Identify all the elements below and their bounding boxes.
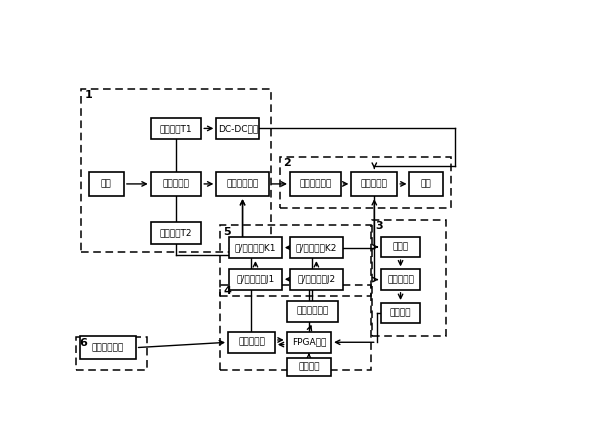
FancyBboxPatch shape [381, 237, 420, 257]
Text: 1: 1 [85, 90, 93, 100]
Text: 光/电转换器K2: 光/电转换器K2 [296, 243, 337, 252]
FancyBboxPatch shape [352, 172, 397, 196]
Text: 光/电转换器K1: 光/电转换器K1 [235, 243, 276, 252]
Text: 同步触发模块: 同步触发模块 [296, 307, 329, 316]
FancyBboxPatch shape [229, 237, 282, 258]
FancyBboxPatch shape [228, 332, 275, 353]
FancyBboxPatch shape [151, 222, 201, 243]
Text: 5: 5 [223, 226, 231, 237]
FancyBboxPatch shape [290, 237, 343, 258]
FancyBboxPatch shape [229, 269, 282, 290]
FancyBboxPatch shape [217, 118, 260, 139]
FancyBboxPatch shape [89, 172, 124, 196]
FancyBboxPatch shape [381, 303, 420, 324]
Text: 电流传感器: 电流传感器 [387, 275, 414, 284]
Text: FPGA模块: FPGA模块 [292, 338, 326, 347]
Text: 6: 6 [79, 338, 87, 348]
FancyBboxPatch shape [290, 172, 341, 196]
FancyBboxPatch shape [287, 301, 338, 322]
Text: 3: 3 [375, 221, 383, 231]
Text: 处理电路: 处理电路 [390, 309, 411, 318]
Text: 单片机模块: 单片机模块 [238, 338, 265, 347]
Text: 负载: 负载 [421, 179, 432, 188]
FancyBboxPatch shape [217, 172, 269, 196]
Text: 4: 4 [223, 286, 231, 296]
FancyBboxPatch shape [151, 172, 201, 196]
Text: 电/光转换器J1: 电/光转换器J1 [237, 275, 275, 284]
FancyBboxPatch shape [381, 269, 420, 290]
Text: 高压直流模块: 高压直流模块 [226, 179, 259, 188]
FancyBboxPatch shape [287, 332, 331, 353]
FancyBboxPatch shape [151, 118, 201, 139]
Text: 隔离变压器: 隔离变压器 [163, 179, 189, 188]
Text: 开关电源T1: 开关电源T1 [160, 124, 192, 133]
FancyBboxPatch shape [80, 336, 136, 360]
Text: 便携式计算机: 便携式计算机 [92, 343, 124, 352]
Text: 放电源电路: 放电源电路 [361, 179, 388, 188]
Text: 电/光转换器J2: 电/光转换器J2 [297, 275, 335, 284]
Text: 电源: 电源 [101, 179, 112, 188]
Text: 2: 2 [283, 158, 290, 168]
Text: 报警模块: 报警模块 [298, 362, 319, 371]
Text: 开关电源T2: 开关电源T2 [160, 229, 192, 237]
FancyBboxPatch shape [287, 358, 331, 376]
Text: 充电隔离电阻: 充电隔离电阻 [299, 179, 332, 188]
Text: DC-DC模块: DC-DC模块 [218, 124, 258, 133]
Text: 分压器: 分压器 [393, 243, 408, 251]
FancyBboxPatch shape [410, 172, 443, 196]
FancyBboxPatch shape [290, 269, 343, 290]
